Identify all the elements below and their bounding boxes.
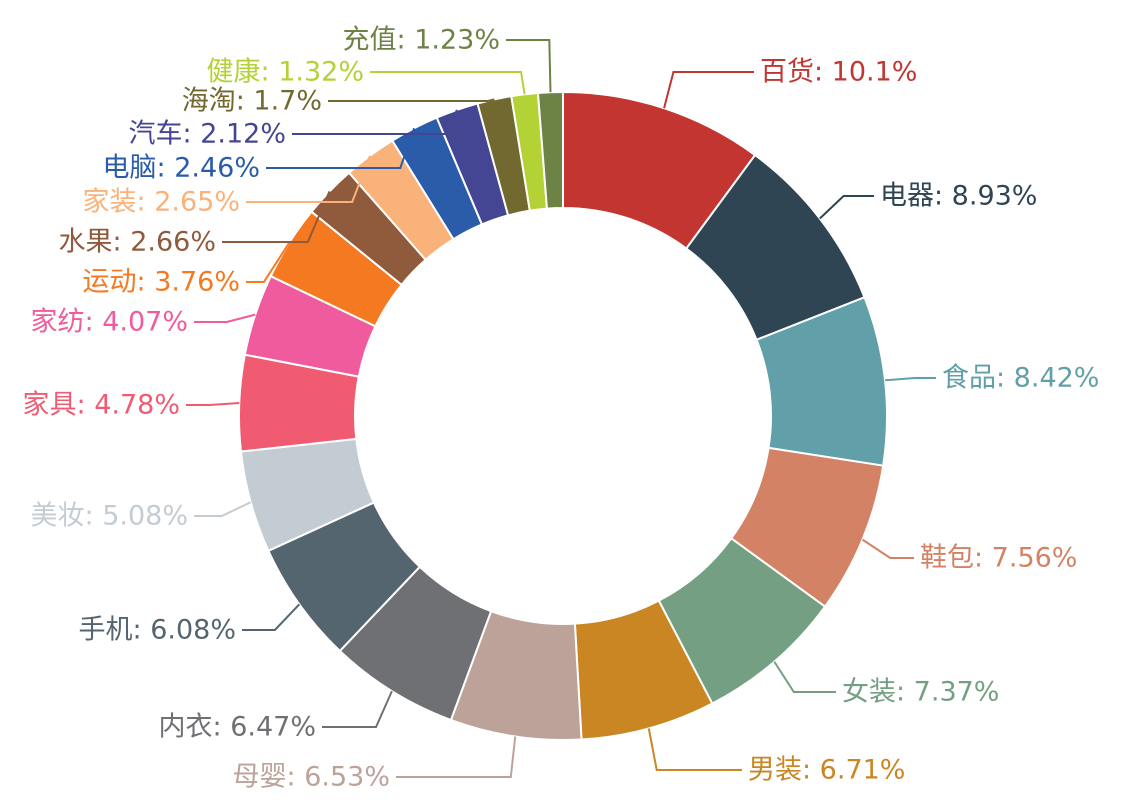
- leader-line-13: [246, 242, 291, 283]
- slice-20: [536, 90, 564, 210]
- slice-label-20: 充值: 1.23%: [343, 25, 500, 56]
- leader-line-2: [819, 195, 874, 220]
- slice-label-10: 美妆: 5.08%: [31, 501, 188, 532]
- leader-line-10: [194, 501, 252, 517]
- leader-line-11: [186, 401, 240, 406]
- slice-label-7: 母婴: 6.53%: [233, 762, 390, 793]
- leader-line-5: [773, 661, 836, 693]
- slice-label-17: 汽车: 2.12%: [129, 119, 286, 150]
- leader-line-18: [328, 98, 495, 102]
- leader-line-4: [861, 538, 914, 559]
- leader-line-6: [647, 728, 742, 771]
- leader-line-20: [506, 39, 552, 93]
- leader-line-8: [322, 690, 393, 728]
- slice-label-1: 百货: 10.1%: [760, 57, 917, 88]
- leader-line-9: [242, 603, 301, 631]
- label-leader-lines: [186, 39, 936, 778]
- leader-line-12: [194, 313, 256, 323]
- donut-slices: [238, 90, 888, 741]
- leader-line-7: [396, 736, 517, 778]
- slice-label-13: 运动: 3.76%: [83, 267, 240, 298]
- slice-label-15: 家装: 2.65%: [83, 187, 240, 218]
- slice-label-8: 内衣: 6.47%: [159, 712, 316, 743]
- slice-label-6: 男装: 6.71%: [748, 755, 905, 786]
- slice-label-19: 健康: 1.32%: [207, 57, 364, 88]
- slice-label-16: 电脑: 2.46%: [103, 153, 260, 184]
- slice-label-2: 电器: 8.93%: [880, 181, 1037, 212]
- slice-label-3: 食品: 8.42%: [942, 363, 1099, 394]
- leader-line-3: [884, 377, 936, 382]
- leader-line-16: [266, 127, 416, 169]
- slice-label-14: 水果: 2.66%: [59, 227, 216, 258]
- slice-labels: 百货: 10.1% 电器: 8.93% 食品: 8.42% 鞋包: 7.56% 女装: …: [23, 25, 1100, 793]
- leader-line-14: [222, 191, 331, 243]
- leader-line-19: [370, 71, 526, 95]
- slice-label-12: 家纺: 4.07%: [31, 307, 188, 338]
- slice-label-5: 女装: 7.37%: [842, 677, 999, 708]
- slice-label-9: 手机: 6.08%: [79, 615, 236, 646]
- leader-line-1: [663, 71, 754, 109]
- slice-label-11: 家具: 4.78%: [23, 390, 180, 421]
- leader-line-17: [292, 109, 458, 135]
- slice-label-4: 鞋包: 7.56%: [920, 543, 1077, 574]
- slice-label-18: 海淘: 1.7%: [182, 86, 322, 117]
- leader-line-15: [246, 155, 371, 203]
